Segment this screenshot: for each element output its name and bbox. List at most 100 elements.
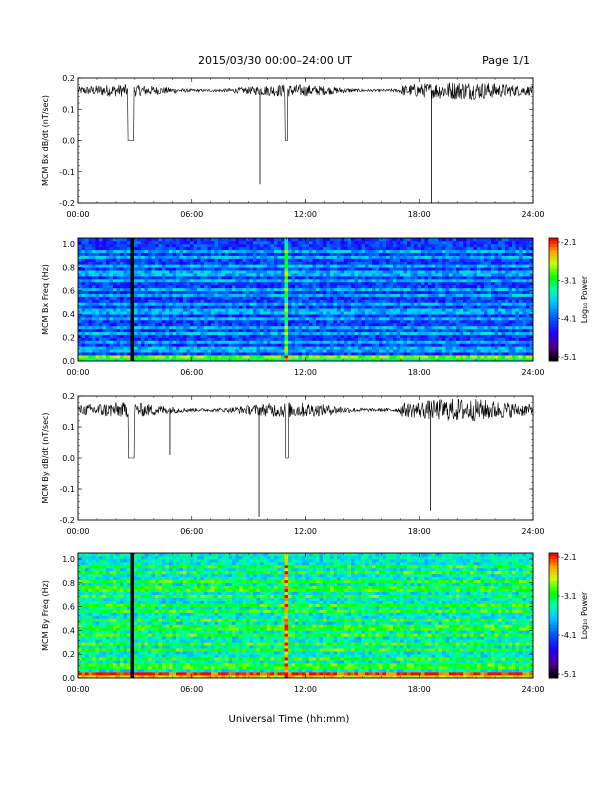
heatmap-cell	[130, 238, 135, 242]
heatmap-cell	[232, 246, 236, 251]
heatmap-cell	[92, 284, 96, 289]
heatmap-cell	[232, 238, 236, 242]
heatmap-cell	[221, 328, 226, 333]
heatmap-cell	[414, 325, 418, 330]
heatmap-cell	[361, 261, 366, 265]
heatmap-cell	[368, 352, 373, 356]
heatmap-cell	[225, 311, 229, 315]
heatmap-cell	[407, 322, 411, 327]
heatmap-cell	[309, 281, 313, 286]
heatmap-cell	[442, 240, 446, 245]
heatmap-cell	[337, 352, 341, 356]
heatmap-cell	[260, 340, 264, 344]
heatmap-cell	[78, 255, 82, 259]
heatmap-cell	[242, 261, 247, 265]
heatmap-cell	[316, 252, 320, 256]
heatmap-cell	[232, 337, 236, 341]
heatmap-cell	[466, 308, 471, 312]
heatmap-cell	[316, 243, 320, 248]
heatmap-cell	[295, 320, 299, 324]
heatmap-cell	[344, 284, 348, 289]
heatmap-cell	[365, 302, 369, 306]
heatmap-cell	[211, 243, 215, 248]
heatmap-cell	[109, 290, 114, 294]
heatmap-cell	[214, 238, 219, 242]
heatmap-cell	[333, 290, 338, 294]
heatmap-cell	[263, 331, 268, 335]
heatmap-cell	[246, 240, 250, 245]
heatmap-cell	[368, 299, 373, 303]
heatmap-cell	[442, 252, 446, 256]
heatmap-cell	[323, 293, 327, 297]
heatmap-cell	[417, 290, 422, 294]
heatmap-cell	[431, 243, 436, 248]
heatmap-cell	[375, 284, 380, 289]
heatmap-cell	[330, 287, 334, 292]
heatmap-cell	[270, 302, 275, 306]
heatmap-cell	[291, 355, 296, 359]
heatmap-cell	[372, 320, 376, 324]
heatmap-cell	[134, 358, 138, 362]
heatmap-cell	[326, 264, 331, 268]
heatmap-cell	[225, 255, 229, 259]
heatmap-cell	[211, 255, 215, 259]
heatmap-cell	[267, 273, 271, 277]
heatmap-cell	[424, 279, 429, 283]
heatmap-cell	[95, 343, 100, 347]
heatmap-cell	[211, 261, 215, 265]
heatmap-cell	[291, 349, 296, 353]
heatmap-cell	[172, 270, 177, 274]
heatmap-cell	[151, 331, 156, 335]
heatmap-cell	[393, 249, 397, 253]
heatmap-cell	[151, 252, 156, 256]
heatmap-cell	[400, 355, 404, 359]
heatmap-cell	[295, 346, 299, 350]
heatmap-cell	[463, 311, 467, 315]
heatmap-cell	[270, 334, 275, 338]
heatmap-cell	[176, 290, 180, 294]
heatmap-cell	[382, 322, 387, 327]
heatmap-cell	[372, 352, 376, 356]
heatmap-cell	[386, 287, 390, 292]
heatmap-cell	[463, 302, 467, 306]
heatmap-cell	[186, 346, 191, 350]
heatmap-cell	[253, 276, 257, 280]
heatmap-cell	[400, 270, 404, 274]
heatmap-cell	[148, 287, 152, 292]
heatmap-cell	[102, 328, 107, 333]
heatmap-cell	[260, 270, 264, 274]
heatmap-cell	[333, 328, 338, 333]
heatmap-cell	[183, 331, 187, 335]
heatmap-cell	[183, 255, 187, 259]
heatmap-cell	[85, 325, 89, 330]
heatmap-cell	[361, 296, 366, 300]
heatmap-cell	[78, 299, 82, 303]
heatmap-cell	[256, 299, 261, 303]
heatmap-cell	[466, 240, 471, 245]
heatmap-cell	[134, 314, 138, 318]
heatmap-cell	[151, 264, 156, 268]
heatmap-cell	[319, 340, 324, 344]
heatmap-cell	[323, 337, 327, 341]
heatmap-cell	[109, 284, 114, 289]
heatmap-cell	[277, 343, 282, 347]
heatmap-cell	[221, 314, 226, 318]
heatmap-cell	[260, 334, 264, 338]
heatmap-cell	[347, 358, 352, 362]
heatmap-cell	[106, 276, 110, 280]
heatmap-cell	[368, 249, 373, 253]
heatmap-cell	[120, 314, 124, 318]
heatmap-cell	[123, 340, 128, 344]
heatmap-cell	[183, 273, 187, 277]
heatmap-cell	[337, 273, 341, 277]
heatmap-cell	[277, 276, 282, 280]
heatmap-cell	[400, 252, 404, 256]
heatmap-cell	[172, 320, 177, 324]
heatmap-cell	[193, 279, 198, 283]
heatmap-cell	[134, 287, 138, 292]
heatmap-cell	[382, 284, 387, 289]
heatmap-cell	[207, 264, 212, 268]
heatmap-cell	[141, 302, 145, 306]
heatmap-cell	[158, 355, 163, 359]
heatmap-cell	[151, 267, 156, 271]
